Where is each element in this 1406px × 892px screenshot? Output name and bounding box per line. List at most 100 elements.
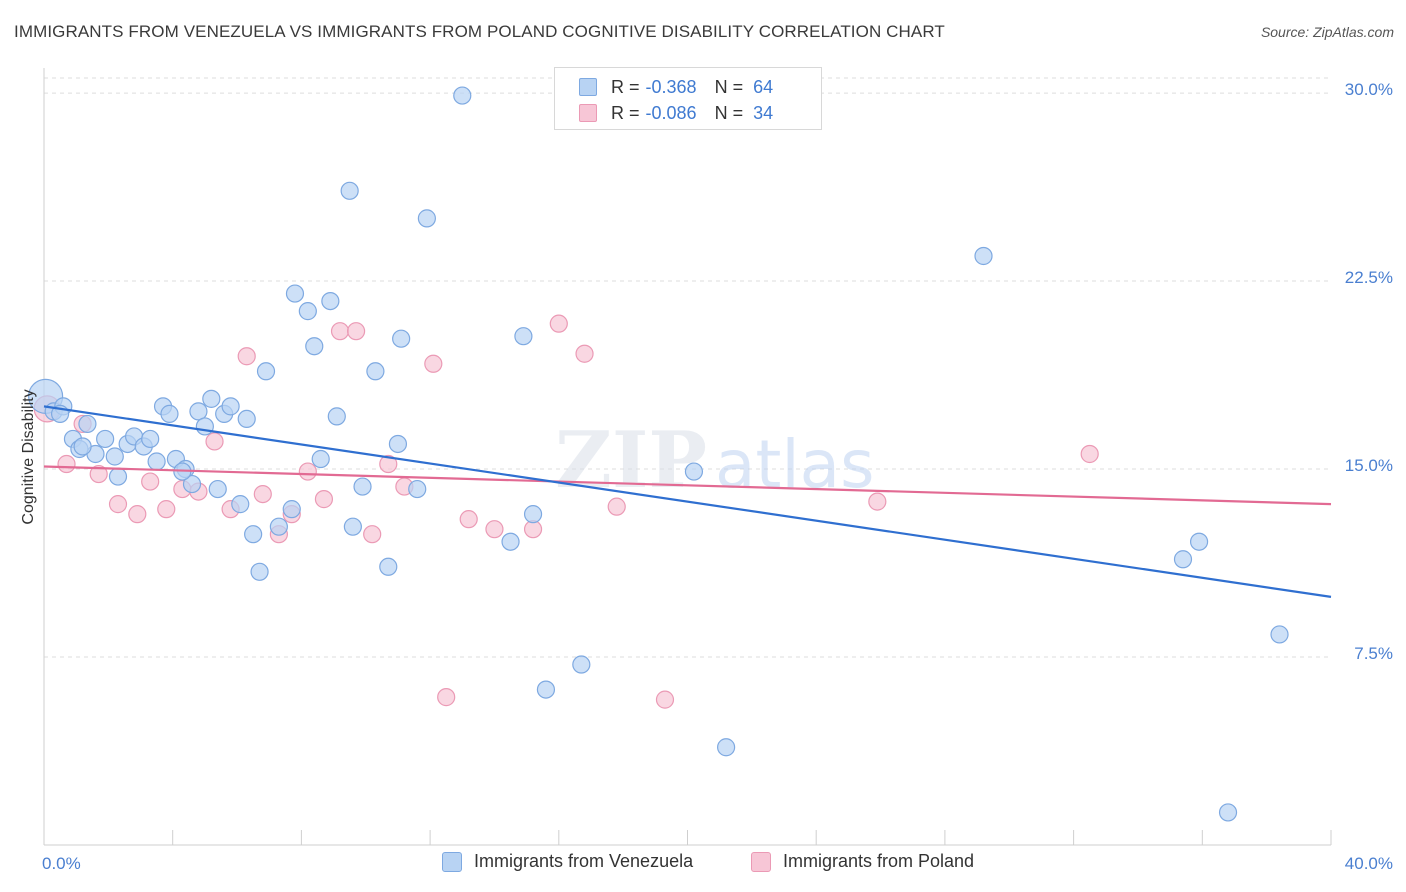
venezuela-point [311, 449, 330, 469]
poland-points [33, 314, 1099, 709]
poland-point [485, 520, 504, 539]
venezuela-point [221, 397, 240, 416]
venezuela-point [1218, 803, 1238, 822]
watermark-zip: ZIP [555, 415, 707, 506]
y-axis-label: Cognitive Disability [20, 389, 37, 524]
venezuela-point [684, 462, 704, 481]
venezuela-point [343, 517, 362, 536]
watermark-atlas: atlas [715, 426, 875, 503]
venezuela-point [388, 434, 408, 454]
poland-point [314, 490, 334, 509]
venezuela-point [250, 562, 269, 581]
venezuela-point [108, 467, 128, 486]
venezuela-point [1173, 550, 1193, 569]
venezuela-point [340, 181, 359, 200]
poland-point [57, 454, 76, 474]
venezuela-point [231, 495, 250, 514]
axis-layer [43, 68, 1331, 846]
venezuela-point [256, 362, 276, 381]
legend-n-label: N = [714, 102, 744, 123]
legend-swatch-poland [751, 851, 771, 872]
legend-label-poland: Immigrants from Poland [783, 851, 975, 871]
venezuela-point [78, 414, 97, 434]
venezuela-point [282, 500, 301, 519]
legend-r-label: R = [611, 76, 640, 97]
venezuela-point [141, 429, 160, 449]
venezuela-points [28, 86, 1289, 822]
x-tick-label: 40.0% [1345, 854, 1393, 873]
y-tick-label: 30.0% [1345, 80, 1393, 99]
chart-title: IMMIGRANTS FROM VENEZUELA VS IMMIGRANTS … [14, 22, 945, 41]
series-legend: Immigrants from Venezuela Immigrants fro… [0, 851, 1406, 877]
legend-r-value: -0.086 [645, 102, 697, 123]
poland-point [424, 354, 443, 373]
venezuela-point [501, 532, 520, 551]
poland-point [253, 484, 272, 504]
venezuela-point [572, 655, 591, 674]
venezuela-point [523, 505, 543, 524]
poland-point [437, 688, 456, 707]
poland-point [1080, 444, 1099, 464]
venezuela-point [160, 404, 179, 423]
venezuela-point [1270, 625, 1289, 644]
poland-point [128, 505, 147, 524]
venezuela-point [96, 429, 115, 449]
poland-point [237, 347, 256, 366]
venezuela-point [366, 362, 385, 381]
legend-swatch-venezuela [579, 78, 597, 96]
venezuela-point [147, 452, 166, 471]
venezuela-point [298, 302, 317, 321]
venezuela-point [189, 402, 208, 421]
venezuela-point [202, 389, 221, 408]
trend-layer [43, 405, 1332, 598]
venezuela-point [321, 292, 340, 311]
venezuela-point [73, 437, 92, 456]
poland-point [459, 510, 478, 529]
venezuela-point [195, 417, 214, 436]
poland-point [363, 525, 382, 544]
venezuela-point [453, 86, 472, 105]
y-tick-label: 15.0% [1345, 456, 1393, 475]
poland-point [298, 462, 317, 481]
legend-n-value: 64 [753, 76, 774, 97]
venezuela-point [974, 246, 993, 266]
legend-item-venezuela: Immigrants from Venezuela [442, 851, 693, 872]
poland-point [868, 492, 887, 511]
venezuela-point [208, 479, 227, 499]
poland-point [108, 495, 128, 514]
venezuela-trend-line [43, 405, 1332, 598]
venezuela-point [237, 409, 256, 429]
venezuela-point [392, 329, 411, 348]
venezuela-point [285, 284, 305, 303]
poland-trend-line [43, 465, 1332, 506]
poland-point [607, 497, 626, 516]
poland-point [205, 432, 224, 451]
venezuela-point [353, 477, 372, 496]
x-tick-label: 0.0% [42, 854, 81, 873]
poland-point [141, 472, 160, 491]
venezuela-point [182, 474, 202, 494]
legend-n-label: N = [714, 76, 744, 97]
venezuela-point [717, 738, 736, 757]
source-label: Source: ZipAtlas.com [1260, 24, 1394, 40]
venezuela-point [1189, 532, 1209, 551]
poland-point [157, 500, 176, 519]
legend-swatch-poland [579, 104, 597, 122]
legend-item-poland: Immigrants from Poland [751, 851, 974, 872]
poland-point [330, 322, 350, 341]
legend-r-label: R = [611, 102, 640, 123]
venezuela-point [305, 337, 324, 356]
venezuela-point [327, 407, 346, 426]
poland-point [346, 322, 366, 341]
legend-row-venezuela: R = -0.368 N = 64 [555, 74, 773, 100]
legend-swatch-venezuela [442, 851, 462, 872]
tick-layer: 7.5% 15.0% 22.5% 30.0% 0.0% 40.0% [42, 80, 1393, 873]
venezuela-point [417, 209, 436, 228]
venezuela-point [536, 680, 556, 699]
legend-row-poland: R = -0.086 N = 34 [555, 100, 773, 126]
venezuela-point [244, 525, 263, 544]
correlation-legend: R = -0.368 N = 64 R = -0.086 N = 34 [554, 67, 822, 130]
poland-point [549, 314, 568, 333]
y-tick-label: 7.5% [1354, 644, 1393, 663]
poland-point [575, 344, 594, 363]
